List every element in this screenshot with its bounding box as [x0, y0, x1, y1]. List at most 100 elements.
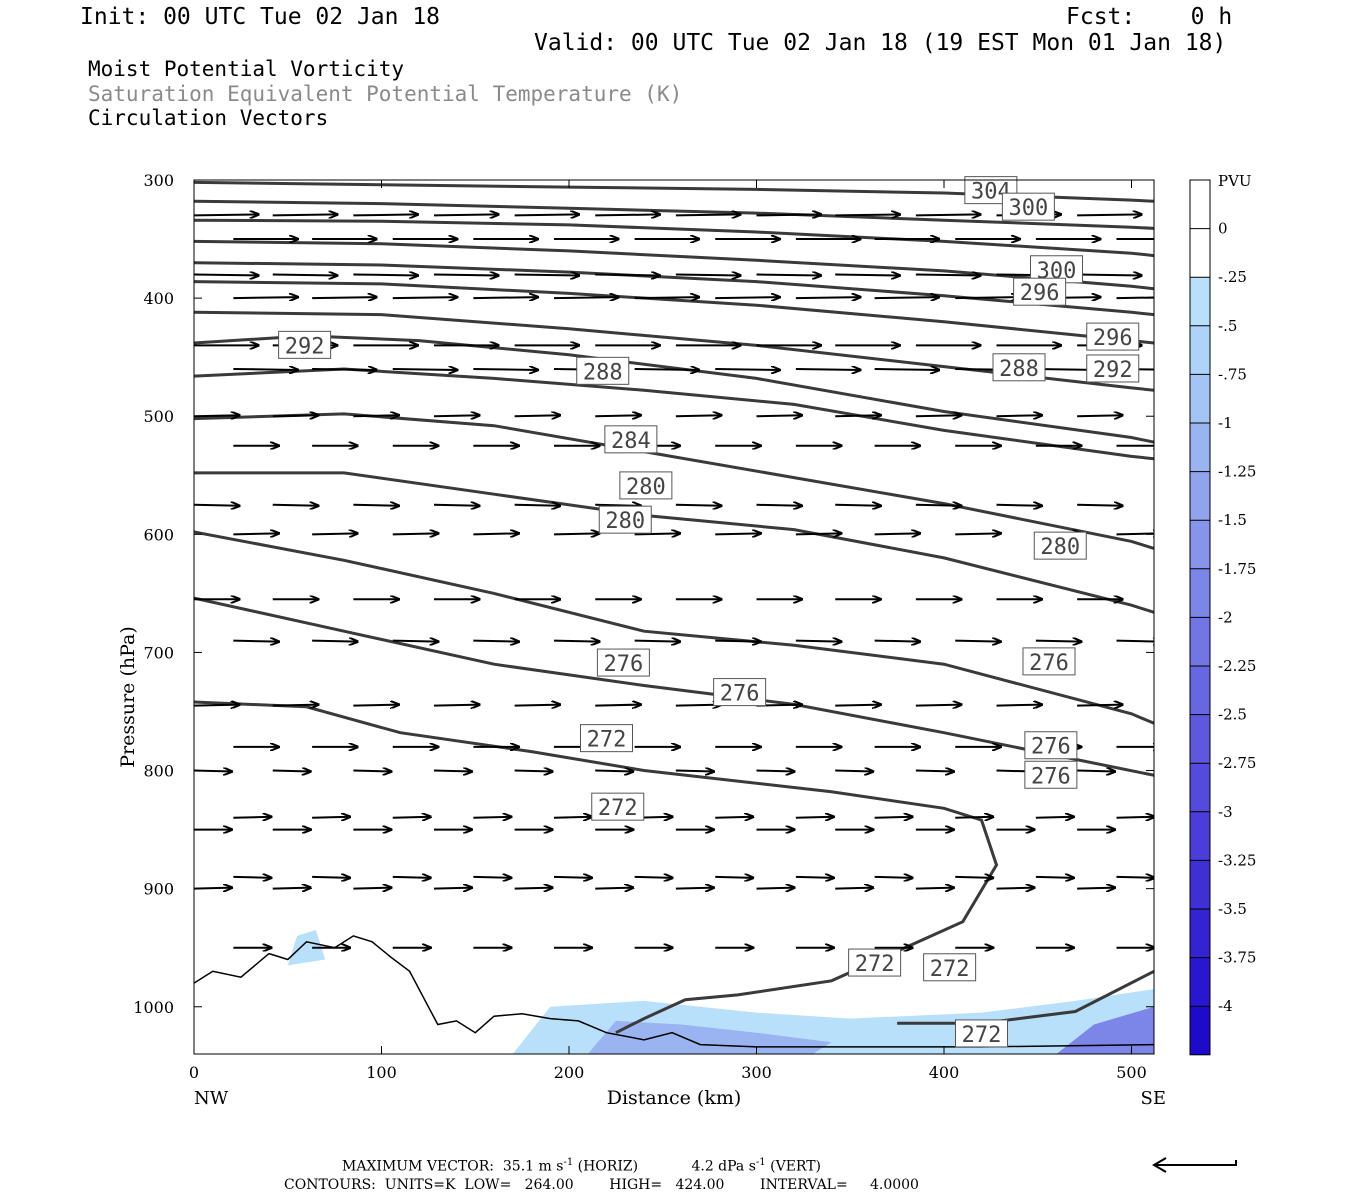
contour-label-7-0: 288	[992, 353, 1046, 382]
colorbar-swatch	[1190, 423, 1210, 472]
vector-arrow	[715, 817, 753, 818]
vector-arrow	[233, 817, 271, 818]
contour-line-5	[194, 280, 1154, 345]
cross-section-plot: 3043003002962962922922882882842802802802…	[117, 171, 1256, 1109]
contour-label-10-0: 280	[1033, 531, 1087, 560]
contour-label-9-0: 280	[619, 471, 673, 500]
colorbar-tick-label: -3.75	[1218, 949, 1256, 967]
contour-label-box	[591, 792, 645, 821]
colorbar-tick-label: -2.75	[1218, 754, 1256, 772]
vector-arrow	[955, 877, 993, 878]
vector-arrow	[1035, 641, 1082, 642]
vector-arrow	[473, 533, 519, 534]
contour-label-13-2: 272	[848, 948, 902, 977]
vector-arrow	[996, 415, 1043, 416]
contour-label-text: 272	[962, 1023, 1002, 1048]
vector-arrow	[433, 705, 480, 706]
colorbar-swatch	[1190, 1006, 1210, 1055]
vector-arrow	[874, 817, 913, 818]
contour-label-text: 292	[1093, 358, 1133, 383]
vector-arrow	[795, 369, 861, 370]
vector-arrow	[595, 214, 660, 215]
vector-arrow	[715, 641, 761, 642]
contour-label-box	[604, 425, 658, 454]
colorbar-swatch	[1190, 325, 1210, 375]
pv-band-1	[587, 1020, 832, 1054]
contour-label-box	[619, 471, 673, 500]
vector-arrow	[835, 771, 873, 772]
vector-arrow	[675, 505, 722, 506]
colorbar-tick-label: -2.5	[1218, 706, 1247, 724]
vector-arrow	[514, 274, 580, 275]
vector-arrow	[194, 274, 259, 275]
vector-arrow	[835, 888, 873, 889]
colorbar-tick-label: -2	[1218, 608, 1233, 626]
vector-arrow	[433, 888, 472, 889]
colorbar-swatch	[1190, 471, 1210, 521]
vector-arrow	[1116, 877, 1154, 878]
vector-arrow	[272, 505, 319, 506]
contour-label-12-2: 276	[1024, 760, 1078, 789]
vector-arrow	[392, 817, 431, 818]
vector-arrow	[433, 415, 480, 416]
y-tick-label: 500	[143, 407, 174, 426]
x-axis-title: Distance (km)	[607, 1087, 742, 1109]
contour-label-box	[955, 1019, 1008, 1048]
colorbar-tick-label: -1.5	[1218, 511, 1247, 529]
vector-arrow	[1035, 817, 1074, 818]
vector-arrow	[514, 505, 561, 506]
reference-vector	[1152, 1157, 1237, 1173]
vector-arrow	[194, 214, 259, 215]
colorbar-swatch	[1190, 909, 1210, 958]
colorbar-unit: PVU	[1218, 172, 1252, 190]
vector-arrow	[1077, 705, 1123, 706]
contour-labels: 3043003002962962922922882882842802802802…	[278, 176, 1140, 1048]
contour-label-text: 296	[1093, 326, 1133, 351]
colorbar-swatch	[1190, 374, 1210, 423]
vector-arrow	[1077, 888, 1115, 889]
vector-arrow	[955, 533, 1001, 534]
colorbar-swatch	[1190, 228, 1210, 278]
horiz-tag: (HORIZ)	[577, 1158, 639, 1175]
contour-label-box	[923, 953, 977, 982]
vector-arrow	[595, 505, 641, 506]
contour-label-text: 284	[611, 429, 651, 454]
contour-label-box	[1013, 277, 1067, 306]
vector-arrow	[756, 214, 822, 215]
vector-arrow	[675, 771, 714, 772]
y-tick-label: 600	[143, 525, 174, 544]
contour-label-text: 280	[626, 475, 666, 500]
contour-line-11	[194, 530, 1154, 725]
y-tick-label: 300	[143, 171, 174, 190]
vector-arrow	[233, 533, 279, 534]
init-time: Init: 00 UTC Tue 02 Jan 18	[80, 4, 441, 30]
vector-arrow	[272, 214, 338, 215]
vector-arrow	[514, 415, 561, 416]
colorbar-tick-label: -.75	[1218, 365, 1247, 383]
vector-arrow	[233, 297, 298, 298]
contour-label-13-3: 272	[923, 953, 977, 982]
contour-label-box	[848, 948, 902, 977]
contour-line-13	[194, 700, 999, 1035]
contour-label-5-0: 296	[1013, 277, 1067, 306]
colorbar-tick-label: -4	[1218, 997, 1233, 1015]
axes: 300 400 500 600 700 800 900 1000 0 100 200 300 400 50…	[117, 171, 1166, 1109]
vector-arrow	[634, 369, 700, 370]
vector-arrow	[955, 817, 993, 818]
contour-label-box	[1033, 531, 1087, 560]
field-label-mpv: Moist Potential Vorticity	[88, 57, 405, 81]
vector-arrow	[634, 877, 673, 878]
field-label-theta-es: Saturation Equivalent Potential Temperat…	[88, 82, 683, 106]
contour-label-text: 288	[583, 360, 623, 385]
vector-arrow	[272, 274, 338, 275]
colorbar-swatch	[1190, 568, 1210, 618]
colorbar-swatch	[1190, 957, 1210, 1007]
contour-line-9	[194, 412, 1154, 550]
vector-arrow	[553, 877, 592, 878]
colorbar-tick-label: -.5	[1218, 317, 1237, 335]
y-axis-title: Pressure (hPa)	[117, 626, 139, 768]
vector-arrow	[634, 297, 700, 298]
vector-arrow	[473, 369, 538, 370]
vector-arrow	[433, 771, 472, 772]
y-tick-label: 1000	[133, 998, 174, 1017]
